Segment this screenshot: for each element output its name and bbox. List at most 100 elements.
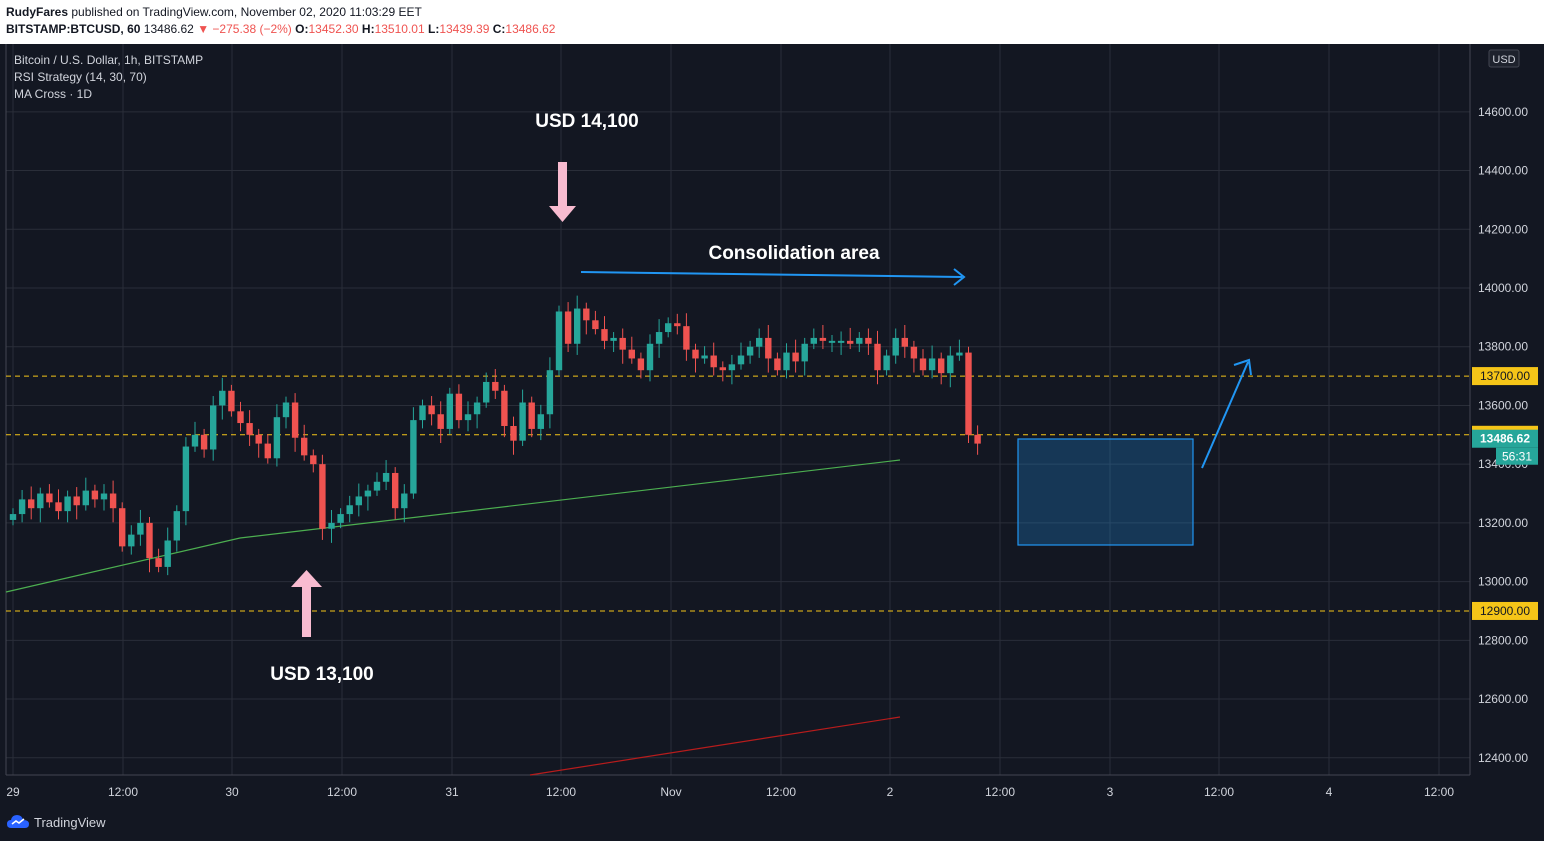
candle-body	[492, 381, 499, 391]
candle-body	[73, 496, 80, 506]
candle-body	[537, 414, 544, 429]
chart-grid	[5, 44, 1471, 776]
candle-body	[46, 493, 53, 503]
candle-body	[583, 308, 590, 321]
candle-body	[892, 337, 899, 356]
price-tick-label: 12800.00	[1478, 633, 1528, 647]
candle-body	[146, 522, 153, 559]
candle-body	[310, 455, 317, 465]
candle-body	[701, 355, 708, 359]
candle-body	[455, 393, 463, 421]
candle-body	[437, 414, 444, 429]
candle-body	[473, 402, 481, 415]
candle-body	[37, 493, 44, 509]
candle-body	[291, 402, 299, 438]
candle-body	[191, 434, 199, 447]
time-tick-label: 3	[1107, 785, 1114, 799]
candle-body	[501, 390, 508, 426]
candle-body	[273, 417, 281, 459]
legend-study-ma[interactable]: MA Cross · 1D	[14, 87, 93, 101]
candle-body	[683, 326, 690, 350]
candle-body	[847, 340, 854, 344]
time-tick-label: 12:00	[1424, 785, 1454, 799]
candle-body	[164, 540, 171, 567]
time-tick-label: 2	[887, 785, 894, 799]
price-axis: 12400.00 12600.00 12800.00 13000.00 13200.00…	[1472, 49, 1538, 765]
candle-body	[756, 337, 763, 347]
bottom-price-annotation: USD 13,100	[270, 664, 374, 685]
time-tick-label: 30	[225, 785, 239, 799]
candle-body	[91, 490, 99, 500]
ma-red-line	[529, 716, 901, 776]
candle-body	[865, 337, 872, 344]
publisher-bar: RudyFares published on TradingView.com, …	[0, 0, 1544, 44]
top-arrow-head	[549, 206, 576, 222]
ohlc-line: BITSTAMP:BTCUSD, 60 13486.62 ▼ −275.38 (…	[6, 22, 555, 36]
time-tick-label: 31	[445, 785, 459, 799]
candle-body	[765, 337, 772, 359]
upside-arrow-line	[1201, 361, 1249, 469]
candle-body	[401, 493, 408, 509]
price-tick-label: 14200.00	[1478, 222, 1528, 236]
candle-body	[928, 358, 936, 371]
candle-body	[774, 358, 781, 371]
bottom-arrow-head	[291, 570, 322, 587]
candle-body	[264, 443, 271, 459]
time-tick-label: 12:00	[546, 785, 576, 799]
consolidation-arrow-head	[953, 268, 966, 286]
candle-body	[956, 352, 963, 356]
time-tick-label: 4	[1326, 785, 1333, 799]
legend-study-rsi[interactable]: RSI Strategy (14, 30, 70)	[14, 70, 147, 84]
price-tick-label: 13600.00	[1478, 398, 1528, 412]
price-chart[interactable]: USD 14,100 USD 13,100 Consolidation area 1…	[0, 44, 1544, 805]
candle-body	[564, 311, 572, 344]
brand-name: TradingView	[34, 814, 106, 830]
tradingview-logo[interactable]: TradingView	[6, 814, 106, 830]
candle-body	[646, 343, 654, 371]
last-price-label: 13486.62	[1480, 432, 1530, 446]
candle-body	[410, 420, 417, 494]
candle-body	[746, 346, 754, 356]
candle-body	[692, 349, 699, 359]
time-tick-label: 12:00	[1204, 785, 1234, 799]
author-name[interactable]: RudyFares	[6, 5, 69, 19]
candle-body	[392, 472, 399, 509]
candle-body	[947, 355, 954, 374]
candle-body	[282, 402, 290, 418]
price-tick-label: 14600.00	[1478, 105, 1528, 119]
candle-body	[446, 393, 453, 429]
consolidation-label: Consolidation area	[708, 243, 879, 264]
candle-body	[328, 522, 335, 529]
high-value: 13510.01	[374, 22, 425, 36]
candle-body	[874, 343, 881, 371]
low-value: 13439.39	[439, 22, 490, 36]
candle-body	[828, 340, 836, 343]
candle-body	[938, 358, 945, 374]
candle-body	[173, 511, 180, 541]
candle-body	[510, 425, 517, 441]
candle-body	[319, 464, 326, 529]
candle-body	[519, 402, 526, 441]
high-label: H:	[361, 22, 375, 36]
symbol-label: BITSTAMP:BTCUSD, 60	[6, 22, 141, 36]
candle-body	[965, 352, 972, 435]
candle-body	[592, 320, 599, 330]
horizontal-levels	[6, 375, 1470, 612]
candle-body	[719, 367, 726, 371]
candle-body	[464, 414, 472, 421]
consolidation-arrow-line	[580, 271, 963, 278]
candle-body	[810, 337, 817, 344]
candle-body	[64, 496, 71, 512]
time-axis: 29 12:00 30 12:00 31 12:00 Nov 12:00 2 12:00 3 12:0…	[6, 785, 1454, 799]
candle-body	[637, 358, 645, 371]
candle-body	[710, 355, 717, 368]
level-price-label: 13700.00	[1480, 369, 1530, 383]
candle-body	[119, 508, 126, 547]
candle-body	[837, 340, 845, 343]
legend-title: Bitcoin / U.S. Dollar, 1h, BITSTAMP	[14, 53, 204, 67]
upside-arrow-head	[1233, 358, 1252, 376]
countdown-tag	[1496, 447, 1538, 465]
candle-body	[528, 402, 535, 429]
candle-body	[109, 493, 117, 509]
candle-body	[18, 499, 26, 515]
